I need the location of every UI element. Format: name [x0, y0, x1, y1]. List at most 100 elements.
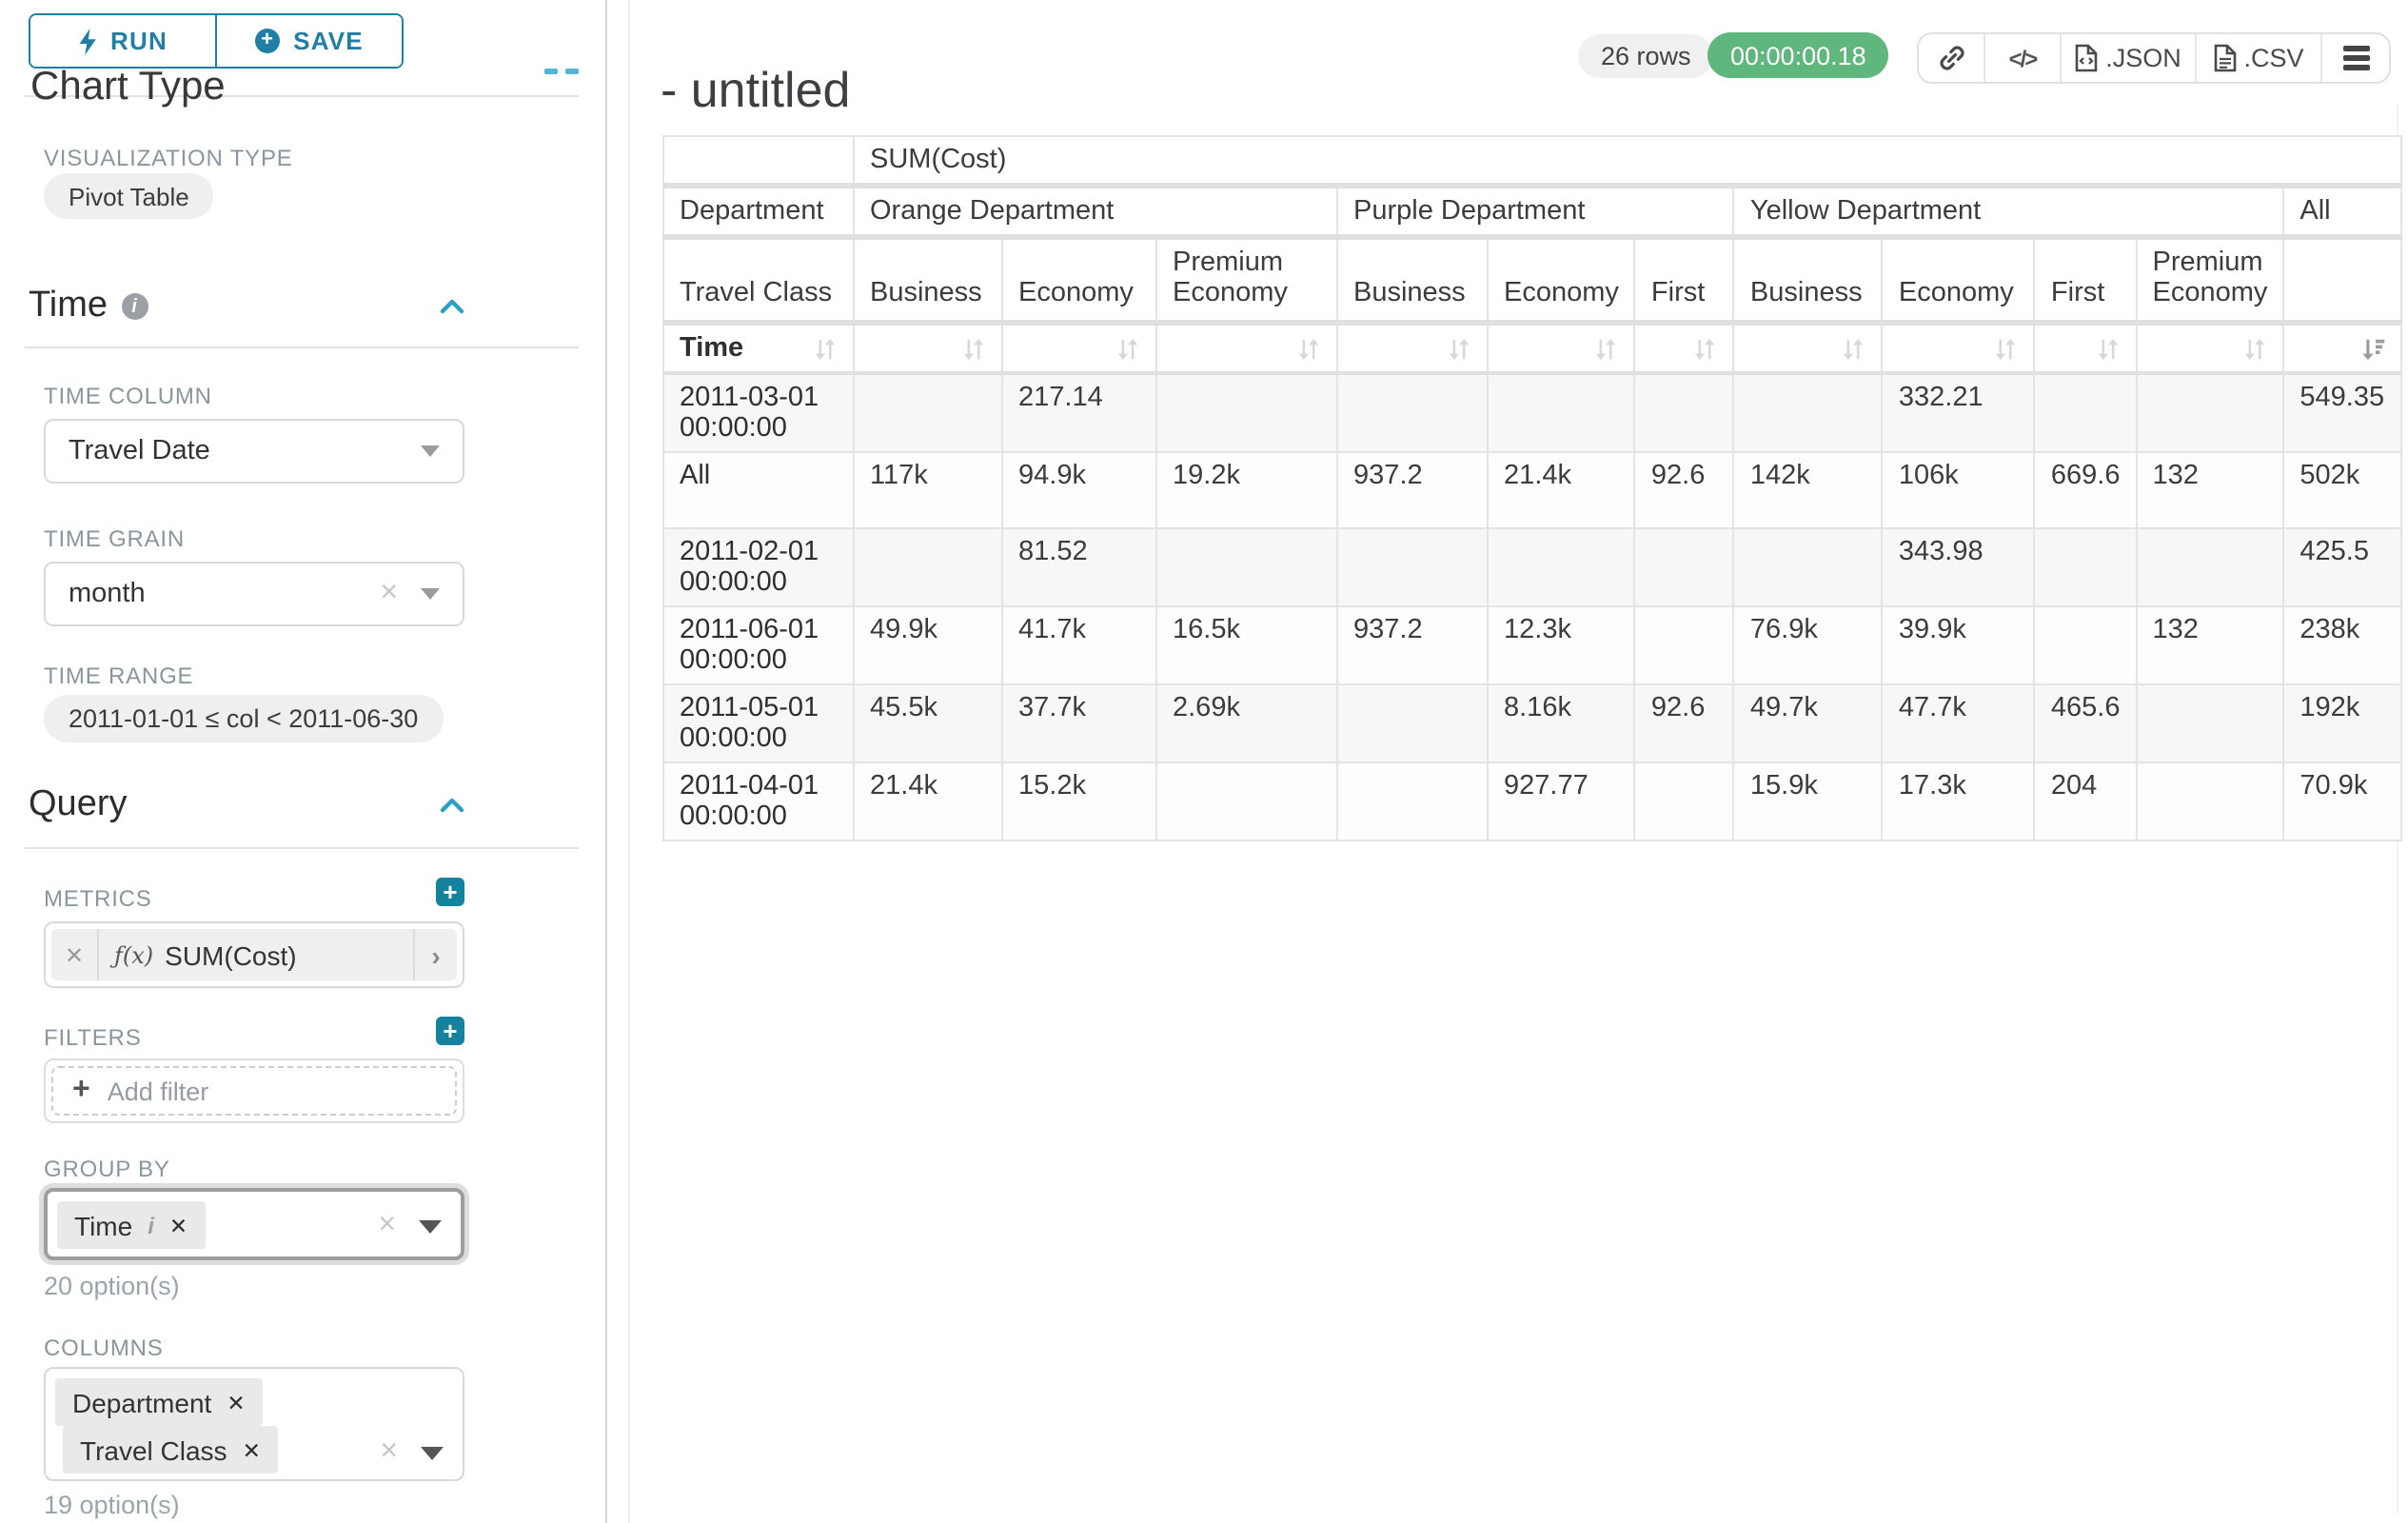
query-section-header: Query [29, 784, 464, 826]
menu-button[interactable] [2322, 34, 2389, 82]
save-button[interactable]: + SAVE [217, 15, 402, 67]
pivot-table-container: SUM(Cost) Department Orange Department Purp… [662, 135, 2402, 841]
pivot-class-header: Premium Economy [1155, 236, 1338, 326]
pivot-cell: 92.6 [1633, 451, 1735, 529]
sort-header-cell[interactable] [1732, 322, 1884, 375]
sort-header-cell[interactable] [1336, 322, 1489, 375]
chevron-down-icon[interactable] [421, 1446, 444, 1459]
add-metric-button[interactable]: + [436, 878, 464, 906]
pivot-cell [1732, 527, 1884, 607]
sort-header-cell[interactable] [1633, 322, 1735, 375]
pivot-cell: 49.9k [853, 605, 1003, 685]
export-json-button[interactable]: .JSON [2062, 34, 2197, 82]
info-icon[interactable]: i [121, 293, 148, 320]
pivot-cell: 238k [2282, 605, 2402, 685]
pivot-cell [1633, 605, 1735, 685]
pivot-cell [1336, 527, 1489, 607]
metrics-select: ✕ ƒ(x) SUM(Cost) › [44, 921, 464, 988]
clear-icon[interactable]: × [378, 1209, 396, 1241]
export-csv-button[interactable]: .CSV [2197, 34, 2322, 82]
sort-icon[interactable] [1447, 336, 1471, 361]
pivot-row-header: All [662, 451, 855, 529]
chevron-up-icon[interactable] [440, 299, 464, 314]
pivot-cell [1155, 762, 1338, 841]
remove-chip-icon[interactable]: ✕ [227, 1393, 246, 1415]
chart-title[interactable]: - untitled [661, 61, 851, 119]
sort-header-cell[interactable] [2135, 322, 2285, 375]
remove-metric-icon[interactable]: ✕ [51, 929, 99, 980]
sort-header-cell[interactable] [1001, 322, 1157, 375]
chevron-down-icon[interactable] [421, 445, 440, 457]
sort-icon[interactable] [2242, 336, 2267, 361]
sort-header-cell[interactable] [1881, 322, 2036, 375]
sort-icon[interactable] [1693, 336, 1718, 361]
pivot-cell [2135, 762, 2285, 841]
group-by-chip-time[interactable]: Time i ✕ [57, 1201, 206, 1249]
add-filter-plus-button[interactable]: + [436, 1017, 464, 1045]
plus-icon: + [72, 1074, 90, 1106]
columns-label: COLUMNS [44, 1335, 164, 1361]
sort-icon[interactable] [813, 336, 838, 361]
sort-icon[interactable] [1994, 336, 2019, 361]
sort-header-cell[interactable] [853, 322, 1003, 375]
columns-chip-travel-class[interactable]: Travel Class ✕ [63, 1426, 278, 1474]
chevron-down-icon[interactable] [421, 588, 440, 600]
time-range-label: TIME RANGE [44, 663, 194, 689]
chevron-down-icon[interactable] [419, 1219, 442, 1233]
panel-resize-gutter[interactable] [607, 0, 630, 1523]
chevron-right-icon[interactable]: › [413, 929, 457, 980]
pivot-class-header: Economy [1881, 236, 2036, 326]
sort-icon[interactable] [2096, 336, 2121, 361]
time-column-select[interactable]: Travel Date [44, 419, 464, 484]
chevron-up-icon[interactable] [440, 798, 464, 813]
sort-icon[interactable] [961, 336, 986, 361]
chip-label: Department [72, 1387, 212, 1417]
pivot-cell: 81.52 [1001, 527, 1157, 607]
pivot-cell: 106k [1881, 451, 2036, 529]
sort-header-cell[interactable] [1486, 322, 1636, 375]
time-range-pill[interactable]: 2011-01-01 ≤ col < 2011-06-30 [44, 695, 444, 742]
columns-chip-department[interactable]: Department ✕ [55, 1378, 263, 1426]
columns-select[interactable]: Department ✕ Travel Class ✕ × [44, 1367, 464, 1481]
sort-header-cell[interactable] [2033, 322, 2138, 375]
add-filter-button[interactable]: + Add filter [51, 1066, 457, 1116]
sort-header-cell[interactable] [1155, 322, 1338, 375]
pivot-cell: 94.9k [1001, 451, 1157, 529]
sort-icon[interactable] [1594, 336, 1619, 361]
hamburger-icon [2342, 45, 2369, 71]
pivot-dimension-label: Department [662, 185, 855, 240]
pivot-cell [1633, 762, 1735, 841]
visualization-type-label: VISUALIZATION TYPE [44, 145, 293, 171]
time-grain-select[interactable]: month × [44, 562, 464, 626]
pivot-department-header: All [2282, 185, 2402, 240]
pivot-cell: 19.2k [1155, 451, 1338, 529]
visualization-type-pill[interactable]: Pivot Table [44, 173, 214, 219]
table-row: 2011-03-01 00:00:00 217.14 332.21 549.35 [662, 372, 2402, 453]
sort-icon[interactable] [1296, 336, 1321, 361]
clear-icon[interactable]: × [380, 577, 398, 609]
view-query-button[interactable]: </> [1985, 34, 2062, 82]
share-link-button[interactable] [1919, 34, 1985, 82]
sort-header-cell[interactable] [2282, 322, 2402, 375]
pivot-cell [1633, 527, 1735, 607]
pivot-department-header: Orange Department [853, 185, 1338, 240]
sort-icon[interactable] [1115, 336, 1140, 361]
sort-descending-icon[interactable] [2359, 336, 2384, 361]
pivot-cell: 132 [2135, 451, 2285, 529]
pivot-cell: 549.35 [2282, 372, 2402, 453]
group-by-select[interactable]: Time i ✕ × [44, 1188, 464, 1260]
info-icon[interactable]: i [148, 1212, 154, 1238]
run-button[interactable]: RUN [30, 15, 217, 67]
remove-chip-icon[interactable]: ✕ [168, 1216, 188, 1238]
function-icon: ƒ(x) [114, 941, 154, 968]
sort-icon[interactable] [1842, 336, 1866, 361]
clear-icon[interactable]: × [380, 1435, 398, 1468]
time-column-label: TIME COLUMN [44, 383, 212, 409]
pivot-cell: 117k [853, 451, 1003, 529]
remove-chip-icon[interactable]: ✕ [242, 1440, 261, 1463]
sort-header-cell[interactable]: Time [662, 322, 855, 375]
pivot-cell: 192k [2282, 683, 2402, 763]
metric-chip[interactable]: ✕ ƒ(x) SUM(Cost) › [51, 929, 457, 980]
pivot-cell [1155, 527, 1338, 607]
